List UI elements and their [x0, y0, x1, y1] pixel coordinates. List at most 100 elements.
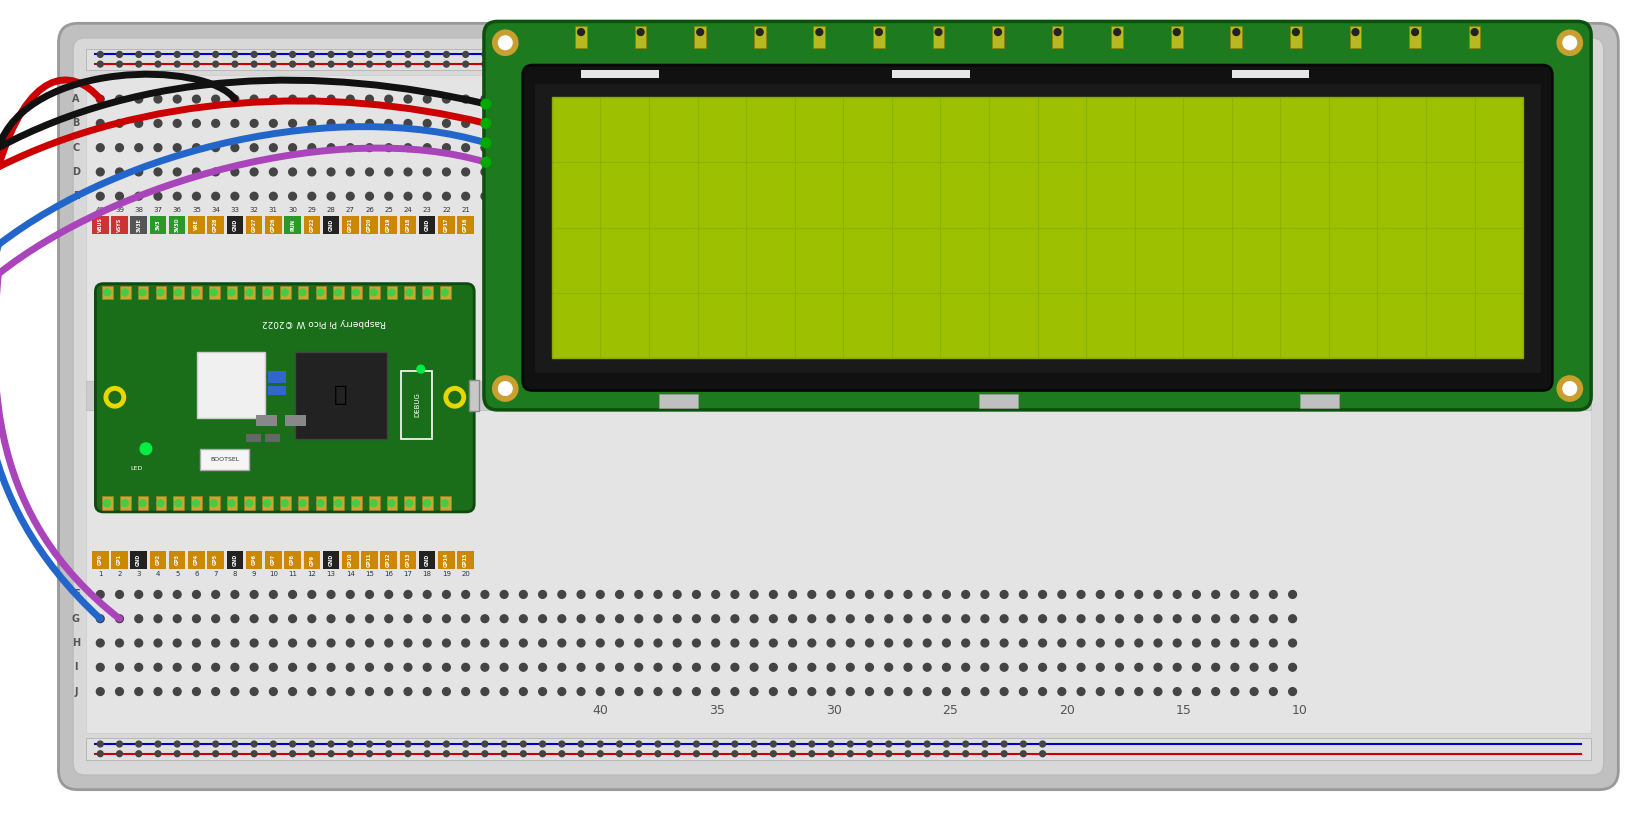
Circle shape	[826, 663, 835, 672]
Circle shape	[616, 51, 623, 58]
Circle shape	[347, 61, 354, 67]
Circle shape	[370, 289, 377, 296]
Circle shape	[1134, 168, 1143, 176]
Circle shape	[310, 61, 315, 67]
Circle shape	[675, 751, 680, 757]
Circle shape	[962, 663, 970, 672]
Circle shape	[481, 144, 489, 151]
Circle shape	[1472, 28, 1478, 36]
Circle shape	[769, 168, 778, 176]
Circle shape	[192, 289, 199, 296]
Circle shape	[712, 168, 719, 176]
Circle shape	[826, 639, 835, 647]
Circle shape	[1211, 95, 1219, 103]
Circle shape	[1174, 615, 1182, 623]
Circle shape	[442, 193, 450, 200]
Circle shape	[1270, 95, 1278, 103]
Circle shape	[538, 168, 546, 176]
Circle shape	[1250, 144, 1258, 151]
Circle shape	[212, 639, 220, 647]
Circle shape	[117, 61, 122, 67]
Circle shape	[866, 615, 874, 623]
Bar	[458, 550, 474, 569]
Circle shape	[404, 663, 412, 672]
Circle shape	[231, 663, 238, 672]
Circle shape	[155, 751, 161, 757]
Circle shape	[771, 751, 776, 757]
Circle shape	[1001, 61, 1007, 67]
Bar	[266, 434, 280, 442]
Bar	[130, 550, 147, 569]
Bar	[419, 550, 435, 569]
Circle shape	[96, 120, 104, 128]
Circle shape	[1250, 639, 1258, 647]
Circle shape	[347, 144, 354, 151]
Circle shape	[693, 51, 699, 58]
Text: 34: 34	[212, 207, 220, 213]
Text: GND: GND	[233, 219, 238, 231]
Text: G: G	[72, 614, 80, 624]
Circle shape	[616, 751, 623, 757]
Circle shape	[269, 120, 277, 128]
Circle shape	[597, 95, 605, 103]
Bar	[280, 497, 290, 510]
Circle shape	[789, 168, 797, 176]
Circle shape	[1019, 144, 1027, 151]
Circle shape	[616, 144, 623, 151]
Bar	[269, 385, 285, 395]
Circle shape	[942, 688, 950, 695]
Circle shape	[789, 61, 795, 67]
Bar	[438, 215, 455, 234]
Text: VBUS: VBUS	[98, 217, 103, 233]
Circle shape	[750, 95, 758, 103]
Circle shape	[347, 590, 354, 598]
Circle shape	[155, 193, 161, 200]
Circle shape	[1020, 741, 1027, 747]
Circle shape	[1058, 193, 1066, 200]
Circle shape	[750, 193, 758, 200]
Circle shape	[135, 120, 142, 128]
Circle shape	[655, 51, 660, 58]
Circle shape	[1040, 51, 1045, 58]
Circle shape	[616, 590, 623, 598]
Circle shape	[155, 168, 161, 176]
Circle shape	[96, 95, 104, 103]
Circle shape	[597, 663, 605, 672]
Circle shape	[1001, 615, 1007, 623]
Circle shape	[942, 95, 950, 103]
Circle shape	[905, 688, 911, 695]
Circle shape	[155, 688, 161, 695]
Text: GP11: GP11	[367, 553, 372, 567]
Circle shape	[308, 168, 316, 176]
Circle shape	[981, 663, 989, 672]
Circle shape	[1040, 751, 1045, 757]
Circle shape	[290, 741, 295, 747]
Circle shape	[461, 120, 469, 128]
Circle shape	[424, 95, 430, 103]
Bar	[246, 434, 261, 442]
Circle shape	[875, 28, 882, 36]
Circle shape	[866, 639, 874, 647]
Circle shape	[1211, 590, 1219, 598]
Circle shape	[210, 500, 217, 506]
Circle shape	[116, 193, 124, 200]
Bar	[362, 550, 378, 569]
Bar	[187, 215, 205, 234]
Circle shape	[1115, 615, 1123, 623]
Circle shape	[481, 663, 489, 672]
Text: GP20: GP20	[367, 218, 372, 232]
Circle shape	[328, 590, 334, 598]
Circle shape	[828, 51, 835, 58]
Circle shape	[1289, 639, 1296, 647]
Circle shape	[557, 688, 566, 695]
Circle shape	[1270, 193, 1278, 200]
Circle shape	[1231, 688, 1239, 695]
Circle shape	[328, 663, 334, 672]
Circle shape	[251, 663, 258, 672]
Text: 25: 25	[942, 705, 958, 718]
Bar	[155, 285, 166, 299]
Circle shape	[492, 376, 518, 401]
Circle shape	[981, 688, 989, 695]
Circle shape	[634, 193, 642, 200]
Circle shape	[461, 95, 469, 103]
